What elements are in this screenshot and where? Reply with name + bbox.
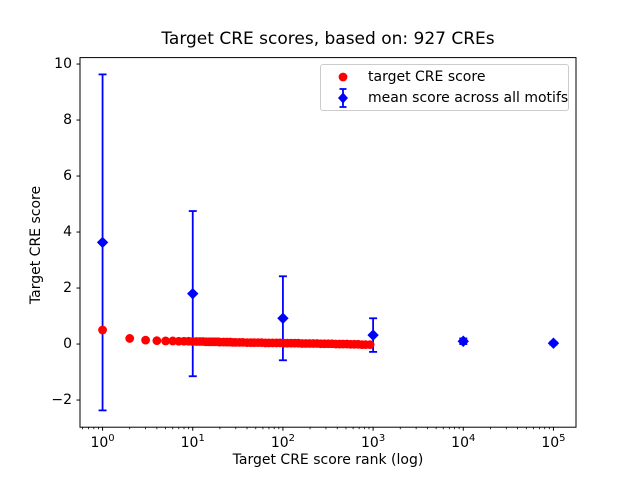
circle-legend-marker-icon (331, 66, 355, 88)
x-axis-label: Target CRE score rank (log) (232, 452, 424, 468)
legend-entry: target CRE score (331, 67, 558, 87)
y-tick-label: 4 (63, 224, 72, 240)
legend-label: mean score across all motifs (368, 90, 569, 106)
mean-score-diamond (457, 335, 469, 347)
target-cre-score-point (365, 340, 375, 349)
target-cre-score-point (161, 336, 170, 346)
diamond-errorbar-legend-marker-icon (331, 87, 355, 109)
y-tick-label: 0 (63, 336, 72, 352)
target-cre-score-point (98, 325, 107, 335)
legend-entry: mean score across all motifs (331, 87, 568, 109)
legend-label: target CRE score (368, 69, 486, 85)
x-tick-label: 104 (451, 433, 475, 451)
mean-score-diamond (367, 329, 379, 341)
circle-marker-icon (338, 72, 348, 82)
x-tick-label: 100 (90, 433, 114, 451)
mean-score-diamond (96, 236, 109, 249)
x-tick-label: 102 (271, 433, 295, 451)
y-tick-label: 6 (63, 168, 72, 184)
mean-score-diamond (187, 287, 199, 300)
diamond-marker-icon (338, 92, 348, 104)
y-tick-label: 8 (63, 112, 72, 128)
target-cre-score-point (125, 334, 135, 343)
x-tick-label: 103 (361, 433, 385, 451)
target-cre-score-point (152, 336, 162, 346)
x-tick-label: 105 (541, 433, 565, 451)
y-tick-label: 2 (63, 280, 72, 296)
legend: target CRE score mean score across all mo… (320, 64, 569, 111)
target-cre-score-point (141, 335, 150, 345)
x-tick-label: 101 (181, 433, 205, 451)
mean-score-diamond (277, 312, 289, 324)
y-tick-label: −2 (51, 392, 72, 408)
mean-score-diamond (547, 337, 560, 349)
y-tick-label: 10 (54, 56, 72, 72)
axes-frame (79, 57, 577, 428)
chart-title: Target CRE scores, based on: 927 CREs (161, 29, 495, 49)
